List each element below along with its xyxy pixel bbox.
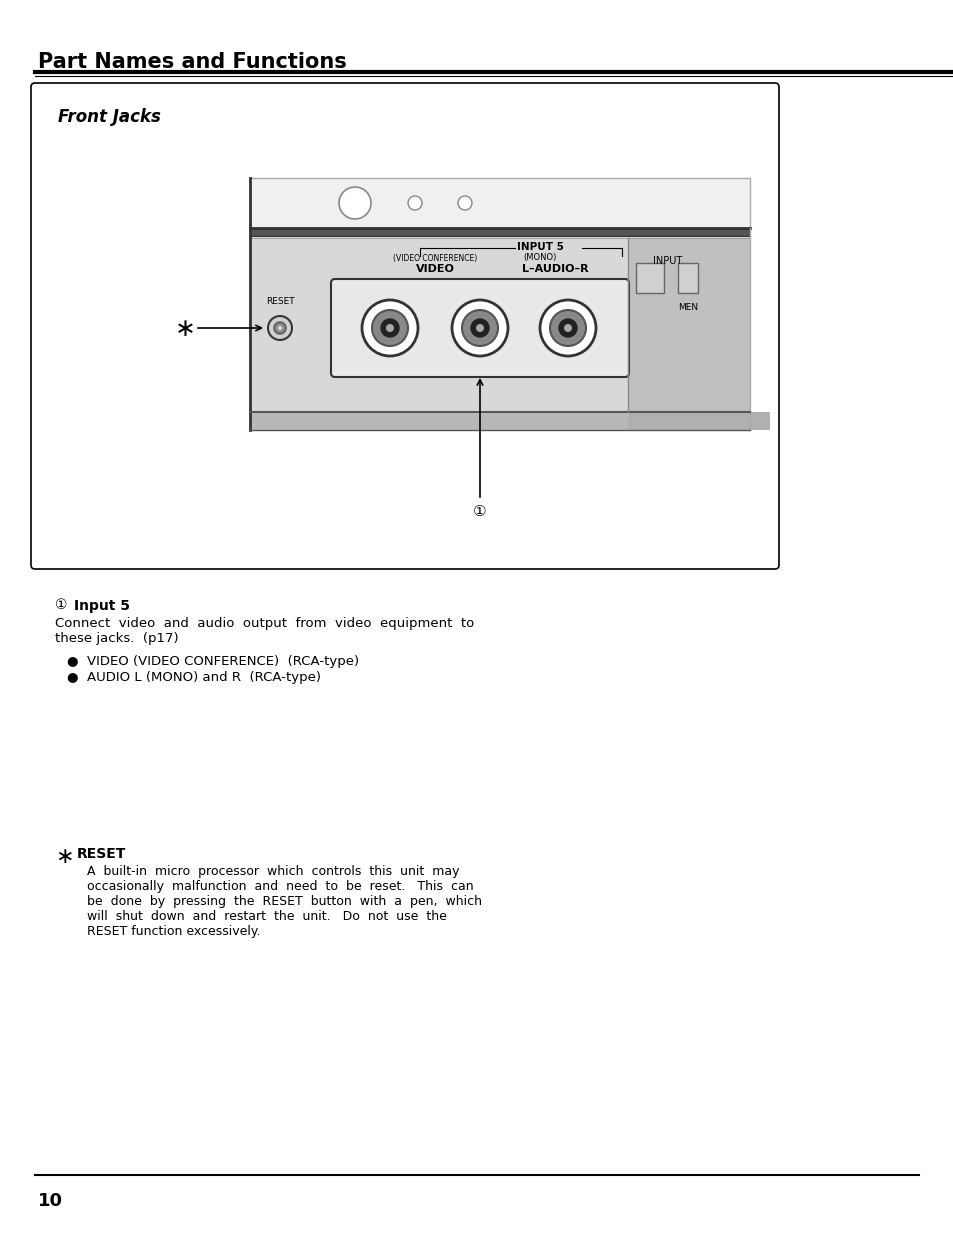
Bar xyxy=(678,263,698,293)
Text: ●  AUDIO L (MONO) and R  (RCA-type): ● AUDIO L (MONO) and R (RCA-type) xyxy=(67,671,320,684)
Text: L–AUDIO–R: L–AUDIO–R xyxy=(521,264,588,274)
Circle shape xyxy=(268,316,292,340)
FancyBboxPatch shape xyxy=(331,279,628,377)
Text: MEN: MEN xyxy=(678,303,698,312)
Text: ∗: ∗ xyxy=(174,317,195,341)
Text: ①: ① xyxy=(55,598,68,613)
Bar xyxy=(627,238,749,412)
Bar xyxy=(250,238,749,412)
FancyBboxPatch shape xyxy=(30,83,779,569)
Text: RESET: RESET xyxy=(265,296,294,306)
Circle shape xyxy=(408,196,421,210)
Circle shape xyxy=(277,326,282,331)
Circle shape xyxy=(461,310,497,346)
Circle shape xyxy=(372,310,408,346)
Text: INPUT: INPUT xyxy=(653,256,682,266)
Circle shape xyxy=(452,300,507,356)
Text: Part Names and Functions: Part Names and Functions xyxy=(38,52,346,72)
Bar xyxy=(250,412,749,430)
Text: RESET: RESET xyxy=(77,847,126,861)
Circle shape xyxy=(563,324,572,332)
Text: INPUT 5: INPUT 5 xyxy=(516,242,563,252)
Circle shape xyxy=(476,324,483,332)
Text: (VIDEO CONFERENCE): (VIDEO CONFERENCE) xyxy=(393,254,476,263)
Bar xyxy=(636,263,663,293)
Bar xyxy=(250,228,749,236)
Text: (MONO): (MONO) xyxy=(523,253,557,262)
Circle shape xyxy=(539,300,596,356)
Circle shape xyxy=(380,319,398,337)
Circle shape xyxy=(558,319,577,337)
Circle shape xyxy=(471,319,489,337)
Text: VIDEO: VIDEO xyxy=(416,264,454,274)
Circle shape xyxy=(550,310,585,346)
Text: RESET function excessively.: RESET function excessively. xyxy=(87,925,260,939)
Text: these jacks.  (p17): these jacks. (p17) xyxy=(55,632,178,645)
Text: ①: ① xyxy=(473,505,486,520)
Text: A  built-in  micro  processor  which  controls  this  unit  may: A built-in micro processor which control… xyxy=(87,864,459,878)
Text: will  shut  down  and  restart  the  unit.   Do  not  use  the: will shut down and restart the unit. Do … xyxy=(87,910,446,923)
Bar xyxy=(250,178,749,228)
Text: Connect  video  and  audio  output  from  video  equipment  to: Connect video and audio output from vide… xyxy=(55,618,474,630)
Text: ●  VIDEO (VIDEO CONFERENCE)  (RCA-type): ● VIDEO (VIDEO CONFERENCE) (RCA-type) xyxy=(67,655,358,668)
Circle shape xyxy=(338,186,371,219)
Text: occasionally  malfunction  and  need  to  be  reset.   This  can: occasionally malfunction and need to be … xyxy=(87,881,473,893)
Text: 10: 10 xyxy=(38,1192,63,1210)
Text: be  done  by  pressing  the  RESET  button  with  a  pen,  which: be done by pressing the RESET button wit… xyxy=(87,895,481,908)
Text: Front Jacks: Front Jacks xyxy=(58,107,161,126)
Circle shape xyxy=(361,300,417,356)
Bar xyxy=(627,412,769,430)
Text: ∗: ∗ xyxy=(55,847,73,867)
Circle shape xyxy=(386,324,394,332)
Circle shape xyxy=(457,196,472,210)
Circle shape xyxy=(274,322,286,333)
Text: Input 5: Input 5 xyxy=(74,599,130,613)
